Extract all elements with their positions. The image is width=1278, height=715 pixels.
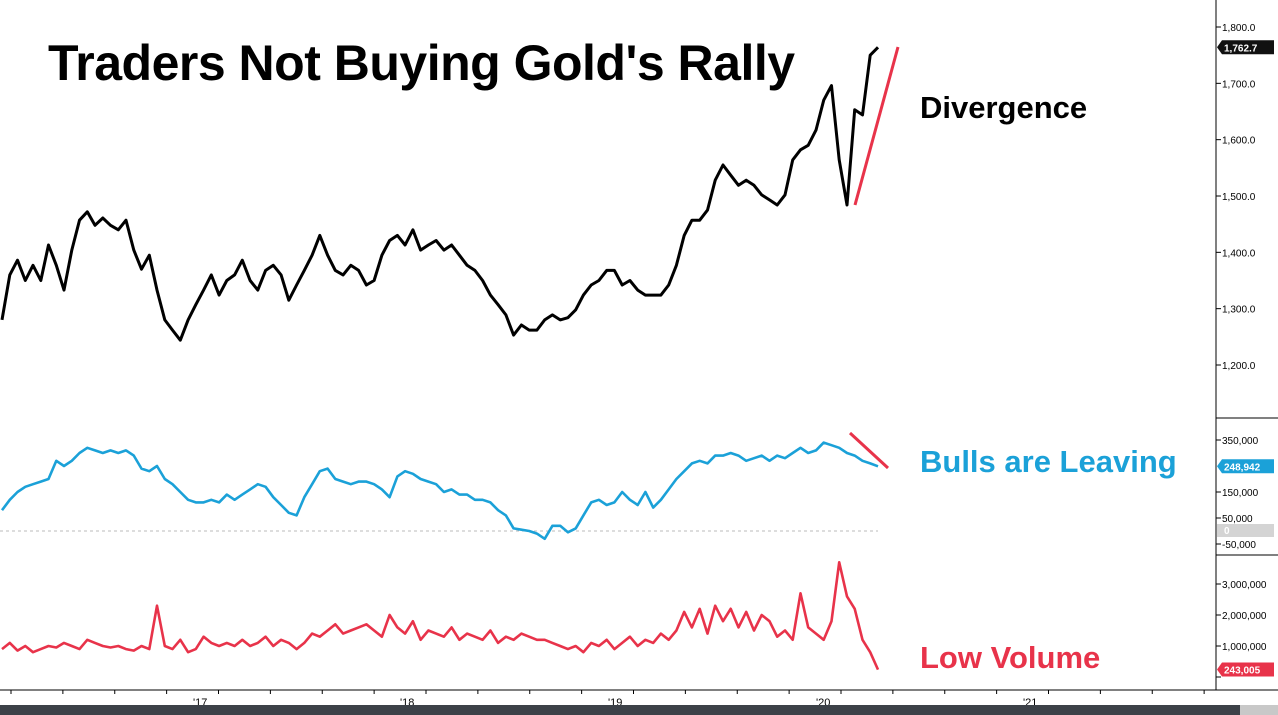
y-tick-label: 1,000,000 [1222, 642, 1267, 653]
y-tick-label: 150,000 [1222, 488, 1259, 499]
series-line-1 [0, 441, 879, 541]
last-value-label: 248,942 [1224, 462, 1261, 473]
y-tick-label: 1,700.0 [1222, 79, 1256, 90]
scrollbar-thumb[interactable] [1240, 705, 1278, 715]
last-value-badge [1217, 662, 1274, 677]
y-tick-label: 2,000,000 [1222, 611, 1267, 622]
trend-line-price [853, 46, 900, 206]
y-tick-label: 3,000,000 [1222, 580, 1267, 591]
y-tick-label: 1,200.0 [1222, 361, 1256, 372]
y-tick-label: 1,500.0 [1222, 192, 1256, 203]
series-line-0 [0, 46, 880, 342]
annotation-low-volume: Low Volume [920, 640, 1101, 675]
y-tick-label: -50,000 [1222, 540, 1256, 551]
annotation-divergence: Divergence [920, 90, 1088, 125]
y-tick-label: 1,800.0 [1222, 23, 1256, 34]
last-value-badge [1217, 40, 1274, 55]
last-value-label: 243,005 [1224, 666, 1261, 677]
y-tick-label: 350,000 [1222, 436, 1259, 447]
annotation-bulls-leaving: Bulls are Leaving [920, 444, 1177, 479]
y-tick-label: 1,600.0 [1222, 136, 1256, 147]
series-line-2 [1, 560, 880, 671]
y-tick-label: 50,000 [1222, 514, 1253, 525]
last-value-label: 1,762.7 [1224, 43, 1258, 54]
trend-line-bulls [848, 431, 890, 470]
zero-label: 0 [1224, 526, 1230, 537]
chart-title: Traders Not Buying Gold's Rally [48, 35, 795, 91]
last-value-badge [1217, 459, 1274, 474]
y-tick-label: 1,400.0 [1222, 248, 1256, 259]
y-tick-label: 1,300.0 [1222, 305, 1256, 316]
zero-badge [1217, 524, 1274, 537]
horizontal-scrollbar[interactable] [0, 705, 1240, 715]
